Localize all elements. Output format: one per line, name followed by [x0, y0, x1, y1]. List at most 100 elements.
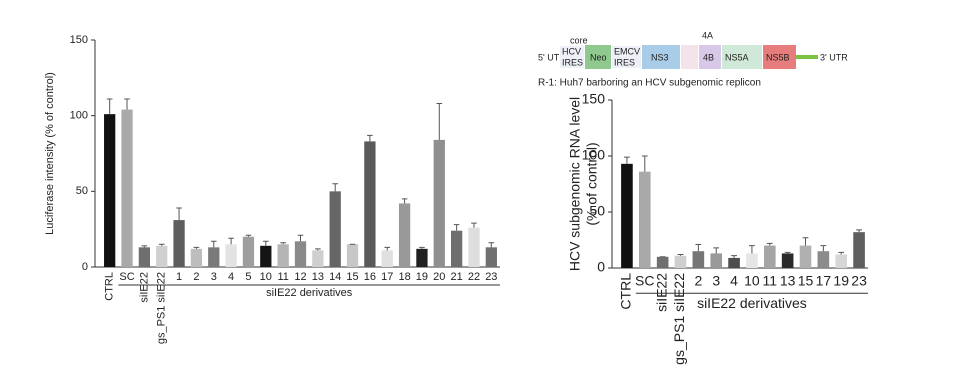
ns4a-label: 4A — [702, 30, 713, 40]
bar — [294, 241, 307, 267]
x-tick-label: 10 — [260, 271, 272, 283]
bar — [364, 141, 376, 267]
error-bar — [641, 155, 648, 172]
ns4b-label: 4B — [703, 52, 714, 62]
group-label: siIE22 derivatives — [697, 295, 807, 311]
x-tick-label: 2 — [694, 273, 702, 289]
bar — [799, 245, 812, 268]
bar — [817, 251, 830, 268]
x-tick-label: SC — [119, 271, 134, 283]
bar — [346, 244, 359, 267]
bar — [329, 191, 341, 267]
bar — [835, 254, 848, 268]
x-tick-label: gs_PS1 siIE22 — [156, 272, 168, 344]
bar — [208, 247, 220, 267]
bar — [225, 244, 237, 267]
error-bar — [453, 224, 460, 231]
bar — [485, 247, 497, 267]
bar — [242, 236, 255, 267]
x-tick-label: 22 — [468, 271, 480, 283]
ns4b-box — [699, 45, 721, 69]
ns4a-box — [681, 45, 698, 69]
error-bar — [731, 255, 737, 258]
x-tick-label: siIE22 — [138, 272, 150, 303]
y-tick-label: 50 — [76, 185, 88, 197]
bar — [621, 163, 633, 268]
emcv-ires-label: IRES — [614, 57, 635, 67]
x-tick-label: 17 — [381, 271, 393, 283]
x-tick-label: CTRL — [618, 273, 634, 310]
error-bar — [106, 98, 113, 115]
hcv-ires-label: IRES — [562, 57, 583, 67]
ns5a-label: NS5A — [725, 52, 749, 62]
x-tick-label: 5 — [245, 271, 251, 283]
x-tick-label: 23 — [851, 273, 867, 289]
y-tick-label: 100 — [582, 147, 606, 163]
x-tick-label: 3 — [211, 271, 217, 283]
bar — [173, 220, 185, 267]
bar — [781, 253, 794, 268]
bar — [763, 245, 776, 268]
error-bar — [419, 246, 425, 249]
x-tick-label: 10 — [744, 273, 760, 289]
error-bar — [695, 243, 702, 252]
bar — [674, 255, 687, 268]
y-tick-label: 0 — [82, 261, 88, 273]
error-bar — [488, 242, 495, 248]
ns5b-label: NS5B — [766, 52, 790, 62]
x-tick-label: 15 — [346, 271, 358, 283]
y-axis-label: (% of control) — [584, 142, 600, 225]
emcv-ires-label: EMCV — [614, 46, 640, 56]
bar — [104, 114, 116, 267]
error-bar — [176, 207, 182, 221]
utr3-label: 3' UTR — [820, 52, 848, 62]
error-bar — [297, 234, 304, 242]
error-bar — [245, 234, 252, 237]
bar — [138, 247, 151, 267]
bar — [277, 244, 289, 267]
x-tick-label: 17 — [816, 273, 832, 289]
bar — [312, 250, 324, 267]
y-axis-label: Luciferase intensity (% of control) — [44, 72, 56, 235]
bar — [638, 171, 651, 268]
error-bar — [367, 134, 373, 142]
bar — [468, 227, 480, 267]
error-bar — [158, 243, 165, 246]
error-bar — [193, 246, 200, 249]
x-tick-label: 13 — [780, 273, 796, 289]
emcv-ires-box — [612, 46, 641, 68]
x-tick-label: gs_PS1 siIE22 — [671, 273, 687, 365]
bar — [398, 203, 411, 267]
bar — [156, 245, 168, 267]
x-tick-label: 15 — [798, 273, 814, 289]
x-tick-label: CTRL — [104, 272, 116, 301]
error-bar — [749, 245, 755, 254]
y-tick-label: 150 — [70, 34, 88, 46]
x-tick-label: siIE22 — [653, 273, 669, 312]
error-bar — [384, 246, 391, 251]
ns5a-box — [722, 45, 762, 69]
error-bar — [315, 248, 321, 251]
x-tick-label: 11 — [277, 271, 288, 283]
x-tick-label: 21 — [451, 271, 463, 283]
bar — [121, 109, 133, 267]
x-tick-label: 1 — [176, 271, 182, 283]
caption: R-1: Huh7 barboring an HCV subgenomic re… — [538, 78, 761, 89]
error-bar — [124, 98, 130, 110]
x-tick-label: 23 — [485, 271, 497, 283]
bar — [381, 250, 393, 267]
core-label: core — [570, 35, 588, 45]
y-axis-label: HCV subgenomic RNA level — [567, 97, 583, 271]
error-bar — [820, 245, 827, 252]
error-bar — [766, 242, 773, 246]
error-bar — [677, 254, 684, 256]
y-tick-label: 0 — [597, 259, 605, 275]
error-bar — [713, 247, 720, 254]
error-bar — [262, 240, 269, 246]
x-tick-label: 3 — [712, 273, 720, 289]
y-tick-label: 150 — [582, 91, 606, 107]
x-tick-label: SC — [635, 273, 654, 289]
bar — [710, 253, 723, 268]
x-tick-label: 12 — [294, 271, 306, 283]
